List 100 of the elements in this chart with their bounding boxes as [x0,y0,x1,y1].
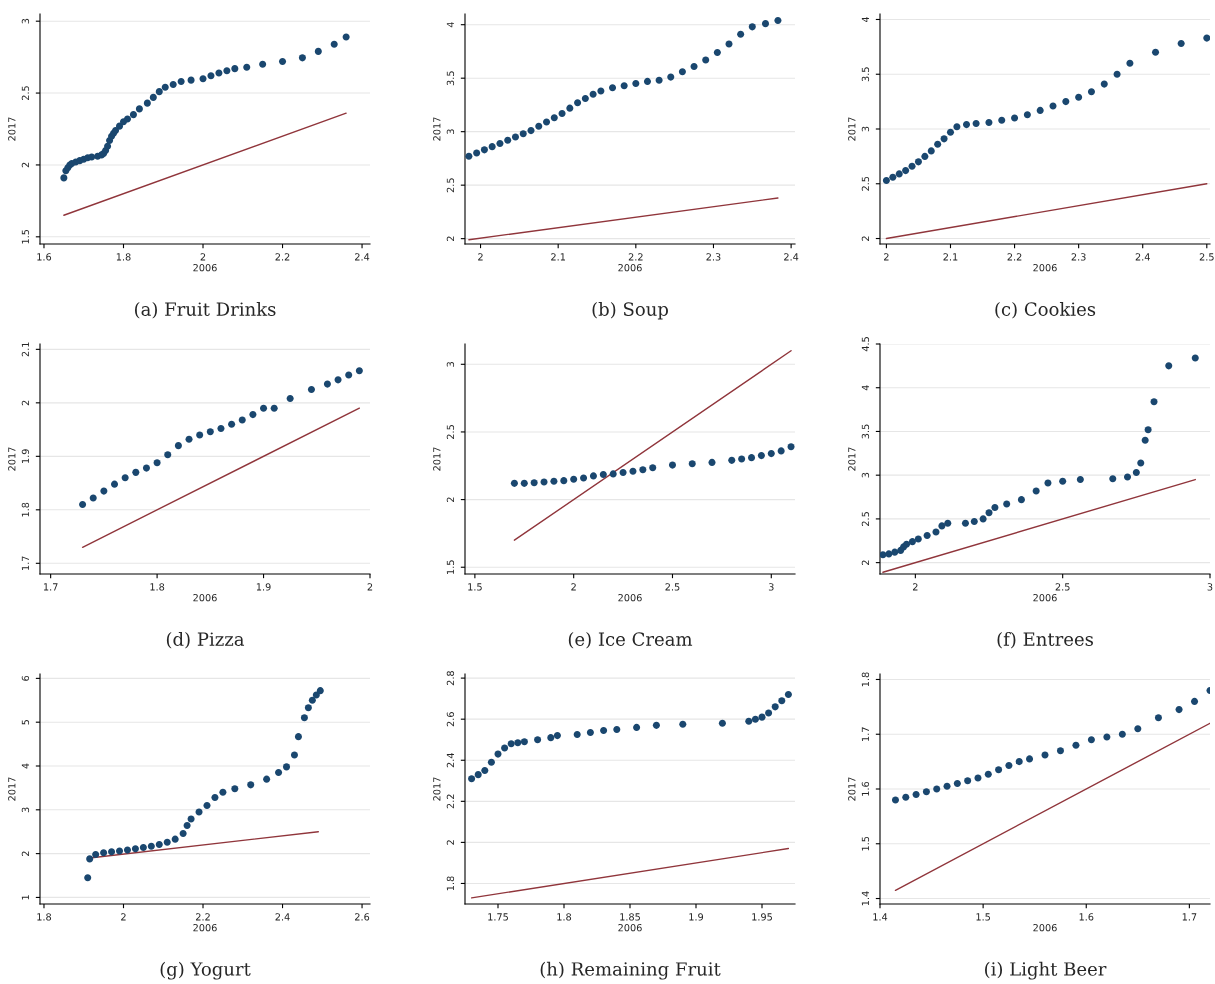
point [550,114,558,122]
point [135,105,143,113]
y-tick-label: 1.5 [446,560,455,574]
point [260,404,268,412]
point [100,849,108,857]
point [668,461,677,469]
x-tick-label: 2.2 [275,253,290,261]
point [912,790,920,799]
point [542,118,551,126]
point [570,475,578,483]
point [970,517,978,526]
point [143,99,151,107]
y-tick-label: 1.4 [861,891,869,906]
y-tick-label: 1.8 [446,876,455,891]
x-tick-label: 2.6 [355,913,370,921]
y-tick-label: 2 [861,236,869,241]
x-tick-label: 1.8 [150,583,165,591]
y-tick-label: 4.5 [861,337,870,352]
point [187,76,195,84]
point [290,751,298,759]
point [1126,59,1134,67]
point [889,173,897,181]
point [1003,500,1011,508]
point [934,140,942,148]
point [600,726,608,735]
point [737,30,745,38]
x-tick-label: 2.4 [275,913,290,921]
point [263,775,271,783]
point [1023,111,1031,119]
point [679,720,687,728]
point [652,721,660,729]
point [923,531,931,540]
x-tick-label: 2.2 [628,253,643,261]
point [511,133,520,141]
point [1017,496,1025,504]
point [914,158,922,166]
point [633,723,641,731]
point [777,447,785,455]
point [481,766,489,775]
point [787,443,795,451]
x-axis-title: 2006 [1033,594,1057,602]
x-tick-label: 2 [912,583,918,591]
point [688,460,696,468]
point [1072,741,1080,749]
point [747,454,756,462]
point [231,65,239,73]
point [608,84,617,92]
x-tick-label: 3 [768,583,774,591]
point [1177,40,1185,48]
point [494,750,502,758]
point [474,771,482,779]
y-tick-label: 1.5 [861,836,870,851]
point [891,548,899,556]
text: (f) Entrees [997,631,1093,649]
point [1203,34,1210,42]
point [597,87,605,95]
point [940,135,948,143]
x-tick-label: 1.85 [620,913,640,921]
x-tick-label: 2.5 [1055,583,1070,591]
y-axis-title: 2017 [433,117,441,141]
point [304,704,312,712]
point [914,535,922,543]
x-axis-title: 2006 [1033,924,1057,932]
point [586,728,594,737]
x-tick-label: 2 [478,253,483,261]
x-axis-title: 2006 [618,924,642,932]
y-tick-label: 4 [446,22,454,28]
y-tick-label: 2 [21,851,29,856]
x-tick-label: 1.7 [43,583,58,591]
y-tick-label: 1.7 [21,556,29,570]
y-tick-label: 4 [21,763,29,769]
point [953,779,961,788]
point [330,40,338,48]
x-axis-title: 2006 [618,594,642,602]
point [943,782,951,790]
y-tick-label: 1.7 [861,727,869,741]
point [89,494,97,502]
x-tick-label: 1.9 [689,913,704,921]
point [609,470,617,478]
point [104,142,112,150]
point [286,395,294,403]
point [164,451,172,459]
point [1132,469,1140,477]
point [514,739,522,747]
point [1151,48,1160,56]
point [778,697,786,705]
point [1191,354,1199,362]
point [713,48,721,57]
point [282,763,291,771]
point [643,77,652,85]
point [228,420,236,428]
y-tick-label: 3 [861,472,870,478]
point [270,404,278,412]
point [1062,98,1070,106]
text: (c) Cookies [995,301,1096,319]
point [275,769,283,777]
y-tick-label: 2.5 [861,512,870,526]
point [902,793,910,801]
point [902,167,910,175]
point [1056,747,1065,755]
